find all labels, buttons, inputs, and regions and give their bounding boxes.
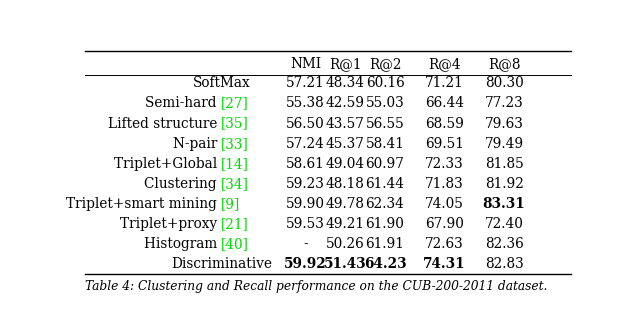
Text: 62.34: 62.34 xyxy=(365,197,404,211)
Text: [14]: [14] xyxy=(221,157,249,171)
Text: 58.61: 58.61 xyxy=(286,157,325,171)
Text: 67.90: 67.90 xyxy=(425,217,464,231)
Text: 72.63: 72.63 xyxy=(425,237,464,251)
Text: [9]: [9] xyxy=(221,197,241,211)
Text: R@8: R@8 xyxy=(488,57,520,71)
Text: 74.05: 74.05 xyxy=(425,197,464,211)
Text: NMI: NMI xyxy=(290,57,321,71)
Text: [34]: [34] xyxy=(221,177,249,191)
Text: [40]: [40] xyxy=(221,237,249,251)
Text: [27]: [27] xyxy=(221,96,249,111)
Text: Triplet+smart mining: Triplet+smart mining xyxy=(66,197,221,211)
Text: R@1: R@1 xyxy=(329,57,362,71)
Text: 50.26: 50.26 xyxy=(326,237,365,251)
Text: 48.18: 48.18 xyxy=(326,177,365,191)
Text: 59.53: 59.53 xyxy=(286,217,325,231)
Text: 61.90: 61.90 xyxy=(365,217,404,231)
Text: Semi-hard: Semi-hard xyxy=(145,96,221,111)
Text: 71.21: 71.21 xyxy=(425,76,464,90)
Text: 82.83: 82.83 xyxy=(484,257,524,272)
Text: 68.59: 68.59 xyxy=(425,116,464,131)
Text: 71.83: 71.83 xyxy=(425,177,464,191)
Text: [35]: [35] xyxy=(221,116,249,131)
Text: Clustering: Clustering xyxy=(145,177,221,191)
Text: 58.41: 58.41 xyxy=(365,137,404,151)
Text: 83.31: 83.31 xyxy=(483,197,525,211)
Text: 59.92: 59.92 xyxy=(284,257,327,272)
Text: 80.30: 80.30 xyxy=(484,76,524,90)
Text: N-pair: N-pair xyxy=(173,137,221,151)
Text: 49.78: 49.78 xyxy=(326,197,365,211)
Text: [21]: [21] xyxy=(221,217,249,231)
Text: 72.33: 72.33 xyxy=(425,157,464,171)
Text: R@2: R@2 xyxy=(369,57,401,71)
Text: 77.23: 77.23 xyxy=(484,96,524,111)
Text: 43.57: 43.57 xyxy=(326,116,365,131)
Text: Lifted structure: Lifted structure xyxy=(108,116,221,131)
Text: 48.34: 48.34 xyxy=(326,76,365,90)
Text: Triplet+proxy: Triplet+proxy xyxy=(120,217,221,231)
Text: Histogram: Histogram xyxy=(144,237,221,251)
Text: 72.40: 72.40 xyxy=(484,217,524,231)
Text: 81.92: 81.92 xyxy=(484,177,524,191)
Text: 49.21: 49.21 xyxy=(326,217,365,231)
Text: 59.90: 59.90 xyxy=(286,197,325,211)
Text: 82.36: 82.36 xyxy=(484,237,524,251)
Text: 74.31: 74.31 xyxy=(423,257,466,272)
Text: 60.16: 60.16 xyxy=(365,76,404,90)
Text: -: - xyxy=(303,237,308,251)
Text: 42.59: 42.59 xyxy=(326,96,365,111)
Text: 61.91: 61.91 xyxy=(365,237,404,251)
Text: Triplet+Global: Triplet+Global xyxy=(114,157,221,171)
Text: 45.37: 45.37 xyxy=(326,137,365,151)
Text: 55.03: 55.03 xyxy=(365,96,404,111)
Text: 81.85: 81.85 xyxy=(484,157,524,171)
Text: 66.44: 66.44 xyxy=(425,96,464,111)
Text: Table 4: Clustering and Recall performance on the CUB-200-2011 dataset.: Table 4: Clustering and Recall performan… xyxy=(85,280,547,293)
Text: R@4: R@4 xyxy=(428,57,461,71)
Text: 64.23: 64.23 xyxy=(364,257,406,272)
Text: 49.04: 49.04 xyxy=(326,157,365,171)
Text: 56.50: 56.50 xyxy=(286,116,325,131)
Text: 57.24: 57.24 xyxy=(286,137,325,151)
Text: 79.63: 79.63 xyxy=(484,116,524,131)
Text: 55.38: 55.38 xyxy=(286,96,325,111)
Text: [33]: [33] xyxy=(221,137,249,151)
Text: 61.44: 61.44 xyxy=(365,177,404,191)
Text: 51.43: 51.43 xyxy=(324,257,367,272)
Text: SoftMax: SoftMax xyxy=(193,76,250,90)
Text: 69.51: 69.51 xyxy=(425,137,464,151)
Text: 60.97: 60.97 xyxy=(365,157,404,171)
Text: 79.49: 79.49 xyxy=(484,137,524,151)
Text: 59.23: 59.23 xyxy=(286,177,325,191)
Text: 56.55: 56.55 xyxy=(365,116,404,131)
Text: Discriminative: Discriminative xyxy=(171,257,272,272)
Text: 57.21: 57.21 xyxy=(286,76,325,90)
